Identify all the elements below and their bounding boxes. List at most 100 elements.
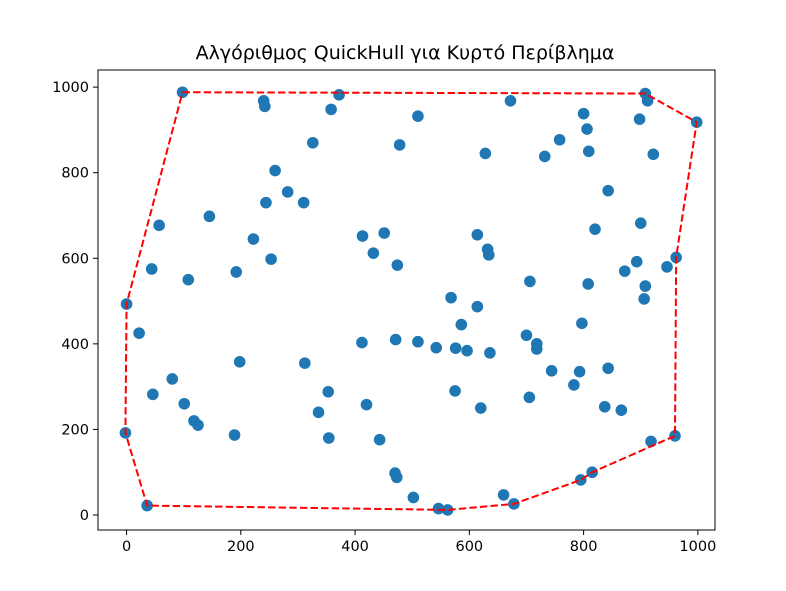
scatter-point	[323, 432, 335, 444]
scatter-point	[520, 329, 533, 342]
scatter-point	[299, 357, 311, 369]
scatter-point	[312, 406, 325, 419]
scatter-point	[281, 186, 294, 198]
scatter-point	[574, 474, 587, 486]
scatter-point	[228, 429, 241, 441]
scatter-point	[553, 133, 566, 146]
scatter-point	[669, 430, 681, 442]
scatter-point	[260, 196, 272, 209]
scatter-point	[133, 327, 145, 339]
scatter-point	[333, 89, 345, 101]
scatter-point	[145, 263, 158, 275]
scatter-point	[233, 356, 246, 368]
scatter-point	[615, 404, 628, 416]
data-layer	[119, 86, 703, 516]
scatter-point	[166, 373, 179, 385]
x-tick-label: 0	[122, 539, 131, 555]
scatter-point	[430, 341, 443, 354]
scatter-point	[647, 148, 660, 161]
scatter-point	[153, 219, 165, 232]
scatter-point	[449, 385, 461, 397]
y-tick-label: 0	[80, 508, 89, 524]
scatter-point	[582, 145, 595, 158]
scatter-point	[373, 433, 386, 446]
scatter-point	[445, 291, 457, 304]
y-tick-label: 1000	[52, 80, 89, 96]
scatter-point	[297, 196, 310, 209]
scatter-point	[441, 504, 454, 516]
scatter-point	[530, 338, 543, 350]
scatter-point	[192, 419, 204, 431]
scatter-point	[568, 379, 580, 391]
scatter-point	[618, 265, 631, 277]
scatter-point	[634, 217, 647, 229]
scatter-point	[661, 261, 673, 273]
scatter-point	[432, 502, 445, 515]
scatter-point	[412, 335, 424, 348]
scatter-point	[479, 147, 492, 160]
scatter-point	[633, 113, 646, 126]
scatter-point	[182, 273, 195, 286]
scatter-point	[412, 110, 424, 123]
scatter-point	[630, 255, 643, 268]
scatter-point	[598, 400, 611, 413]
scatter-point	[471, 228, 484, 241]
scatter-point	[504, 95, 517, 107]
x-tick-label: 1000	[679, 539, 716, 555]
x-tick-label: 800	[570, 539, 598, 555]
x-tick-label: 600	[455, 539, 483, 555]
scatter-point	[259, 100, 271, 113]
scatter-point	[639, 280, 652, 292]
scatter-point	[576, 317, 588, 330]
scatter-point	[356, 336, 368, 349]
scatter-point	[474, 402, 487, 414]
scatter-point	[602, 362, 614, 375]
scatter-point	[147, 388, 159, 401]
scatter-point	[178, 397, 191, 410]
scatter-point	[545, 365, 558, 377]
scatter-point	[367, 247, 380, 259]
x-tick-label: 200	[227, 539, 255, 555]
scatter-point	[497, 489, 510, 501]
y-tick-label: 800	[61, 166, 89, 182]
x-tick-label: 400	[341, 539, 369, 555]
plot-area	[119, 86, 703, 516]
scatter-point	[589, 223, 601, 235]
scatter-point	[203, 210, 216, 223]
scatter-point	[461, 344, 473, 357]
scatter-point	[269, 164, 281, 177]
scatter-point	[449, 342, 462, 354]
scatter-point	[482, 249, 495, 261]
convex-hull-line	[124, 91, 698, 511]
scatter-point	[360, 398, 373, 411]
scatter-point	[638, 293, 650, 305]
scatter-point	[407, 491, 420, 504]
axes-frame	[97, 69, 716, 531]
scatter-point	[307, 136, 319, 149]
scatter-point	[247, 233, 260, 245]
scatter-point	[577, 107, 590, 120]
y-tick-label: 600	[61, 251, 89, 267]
y-tick-label: 200	[61, 422, 89, 438]
scatter-point	[523, 391, 536, 404]
scatter-point	[393, 139, 406, 151]
axes: 0 200 400 600 800 1000 0 200 400 600 800 1000	[52, 69, 716, 555]
scatter-point	[641, 95, 654, 107]
scatter-point	[538, 150, 551, 163]
scatter-point	[484, 347, 496, 359]
scatter-point	[455, 318, 468, 331]
scatter-point	[378, 227, 391, 239]
scatter-point	[322, 385, 335, 398]
y-tick-label: 400	[61, 337, 89, 353]
scatter-point	[230, 266, 243, 278]
scatter-point	[582, 278, 594, 290]
scatter-point	[389, 333, 402, 346]
scatter-point	[325, 103, 337, 116]
scatter-point	[471, 300, 484, 313]
scatter-point	[602, 184, 614, 197]
chart-title: Αλγόριθμος QuickHull για Κυρτό Περίβλημα	[196, 42, 615, 64]
scatter-point	[356, 230, 369, 242]
scatter-point	[573, 365, 586, 378]
